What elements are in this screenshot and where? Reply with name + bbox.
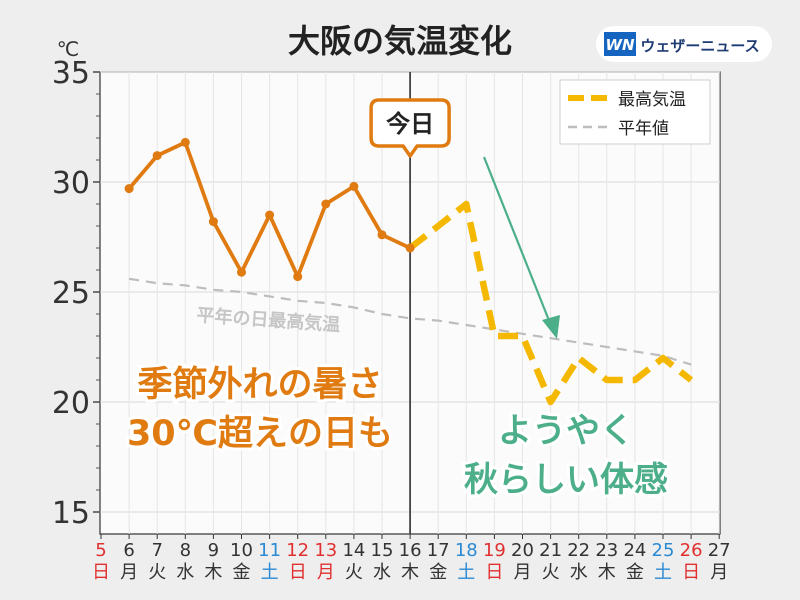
series-normal-line xyxy=(128,277,692,366)
today-callout-label: 今日 xyxy=(386,110,434,138)
series-observed-point xyxy=(124,184,134,194)
y-tick-label: 35 xyxy=(52,56,90,91)
series-observed-point xyxy=(405,243,415,253)
logo-text: ウェザーニュース xyxy=(640,37,759,55)
x-tick-day: 15 xyxy=(371,540,394,561)
x-tick-day: 9 xyxy=(208,540,219,561)
annotation-right-line2: 秋らしい体感 xyxy=(464,460,668,500)
x-tick-weekday: 金 xyxy=(429,562,447,583)
x-tick-weekday: 木 xyxy=(401,562,419,583)
series-observed-point xyxy=(349,181,359,191)
x-tick-day: 12 xyxy=(286,540,309,561)
x-tick-day: 10 xyxy=(230,540,253,561)
x-tick-weekday: 木 xyxy=(598,562,616,583)
x-tick-day: 20 xyxy=(511,540,534,561)
x-tick-weekday: 火 xyxy=(542,562,560,583)
trend-arrow-head xyxy=(542,315,560,339)
x-tick-day: 6 xyxy=(123,540,134,561)
annotation-right-line1: ようやく xyxy=(498,411,634,451)
today-callout: 今日 xyxy=(369,98,451,158)
x-tick-weekday: 水 xyxy=(570,562,588,583)
today-callout-bubble xyxy=(369,98,451,158)
x-tick-weekday: 日 xyxy=(92,562,110,583)
x-tick-day: 13 xyxy=(314,540,337,561)
logo-badge xyxy=(604,32,636,56)
x-tick-weekday: 月 xyxy=(514,562,532,583)
x-tick-weekday: 金 xyxy=(233,562,251,583)
weathernews-logo: WN ウェザーニュース xyxy=(596,26,772,62)
y-tick-label: 25 xyxy=(52,276,90,311)
series-observed-point xyxy=(377,230,387,240)
x-tick-weekday: 月 xyxy=(710,562,728,583)
x-tick-day: 24 xyxy=(623,540,646,561)
series-observed-point xyxy=(237,267,246,277)
series-layer xyxy=(124,137,694,406)
x-tick-weekday: 月 xyxy=(317,562,335,583)
legend: 最高気温 平年値 xyxy=(559,79,711,145)
x-tick-weekday: 土 xyxy=(457,562,475,583)
x-tick-weekday: 土 xyxy=(261,562,279,583)
x-tick-weekday: 金 xyxy=(626,562,644,583)
x-tick-day: 21 xyxy=(539,540,562,561)
x-tick-day: 26 xyxy=(680,540,703,561)
series-observed-point xyxy=(208,217,218,227)
x-tick-day: 27 xyxy=(708,540,731,561)
series-observed-point xyxy=(293,272,303,282)
annotation-left-line1: 季節外れの暑さ xyxy=(137,365,382,405)
x-tick-day: 14 xyxy=(342,540,365,561)
legend-observed-label: 最高気温 xyxy=(618,90,686,110)
x-tick-weekday: 火 xyxy=(148,562,166,583)
x-tick-day: 5 xyxy=(95,540,106,561)
x-tick-day: 11 xyxy=(258,540,281,561)
x-tick-day: 25 xyxy=(652,540,675,561)
x-tick-weekday: 日 xyxy=(289,562,307,583)
legend-box xyxy=(559,79,711,145)
trend-arrow xyxy=(482,156,560,339)
x-tick-day: 18 xyxy=(455,540,478,561)
x-tick-day: 7 xyxy=(151,540,162,561)
y-tick-label: 20 xyxy=(52,386,90,421)
minor-ticks xyxy=(96,93,100,491)
x-tick-weekday: 水 xyxy=(373,562,391,583)
x-tick-weekday: 日 xyxy=(485,562,503,583)
annotation-left-line2: 30℃超えの日も xyxy=(127,414,393,454)
x-tick-day: 22 xyxy=(567,540,590,561)
legend-normal-label: 平年値 xyxy=(618,119,669,139)
logo-pill xyxy=(596,26,772,62)
x-tick-weekday: 木 xyxy=(204,562,222,583)
logo-mark: WN xyxy=(605,36,635,54)
x-tick-weekday: 月 xyxy=(120,562,138,583)
y-tick-label: 15 xyxy=(52,496,90,531)
x-tick-day: 23 xyxy=(595,540,618,561)
unit-label: ℃ xyxy=(57,37,79,61)
x-tick-weekday: 火 xyxy=(345,562,363,583)
y-axis: 15 20 25 30 35 xyxy=(52,56,100,531)
x-axis: 5日6月7火8水9木10金11土12日13月14火15水16木17金18土19日… xyxy=(92,534,731,583)
series-forecast-line xyxy=(408,200,694,406)
x-tick-weekday: 水 xyxy=(176,562,194,583)
annotation-left: 季節外れの暑さ 30℃超えの日も xyxy=(124,362,396,457)
trend-arrow-shaft xyxy=(482,156,554,329)
series-observed-point xyxy=(180,137,190,147)
y-tick-label: 30 xyxy=(52,166,90,201)
series-observed-point xyxy=(321,199,331,209)
annotation-right: ようやく 秋らしい体感 xyxy=(461,408,671,503)
series-observed-point xyxy=(265,210,275,220)
x-tick-weekday: 日 xyxy=(682,562,700,583)
x-tick-weekday: 土 xyxy=(654,562,672,583)
series-observed-point xyxy=(152,151,162,161)
x-tick-day: 19 xyxy=(483,540,506,561)
x-tick-day: 8 xyxy=(180,540,191,561)
x-tick-day: 17 xyxy=(427,540,450,561)
chart-title: 大阪の気温変化 xyxy=(288,22,512,60)
x-tick-day: 16 xyxy=(399,540,422,561)
